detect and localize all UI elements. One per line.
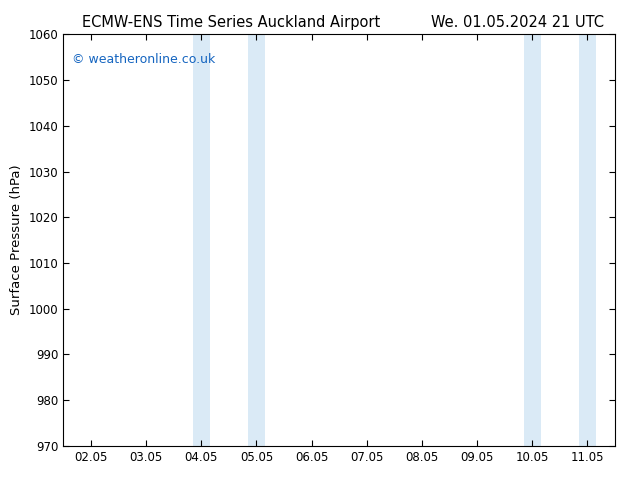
Bar bbox=[193, 34, 210, 446]
Text: © weatheronline.co.uk: © weatheronline.co.uk bbox=[72, 53, 215, 66]
Text: We. 01.05.2024 21 UTC: We. 01.05.2024 21 UTC bbox=[431, 15, 604, 30]
Bar bbox=[524, 34, 541, 446]
Bar bbox=[579, 34, 596, 446]
Bar bbox=[248, 34, 265, 446]
Text: ECMW-ENS Time Series Auckland Airport: ECMW-ENS Time Series Auckland Airport bbox=[82, 15, 380, 30]
Y-axis label: Surface Pressure (hPa): Surface Pressure (hPa) bbox=[10, 165, 23, 316]
